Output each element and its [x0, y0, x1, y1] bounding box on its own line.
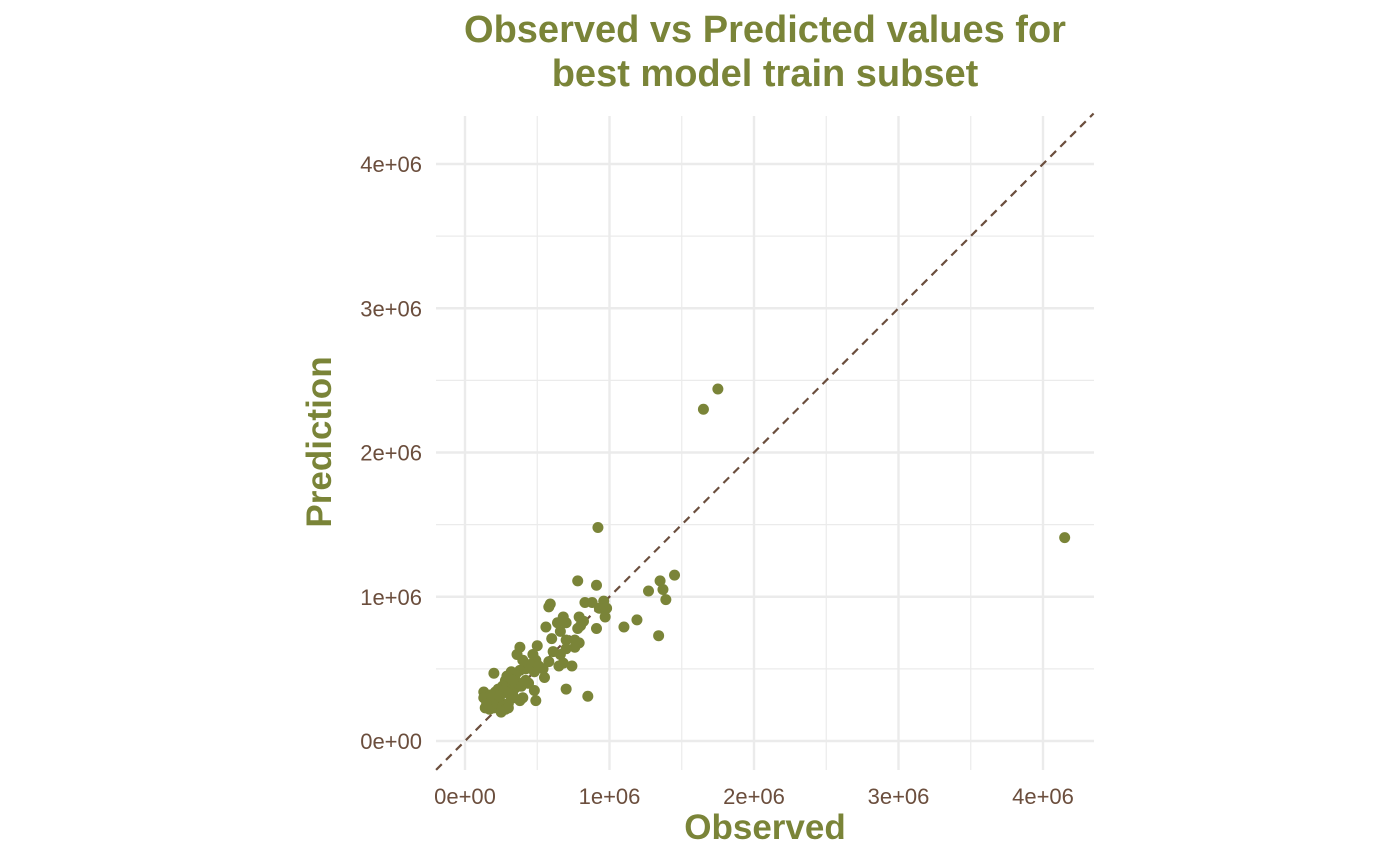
data-point	[488, 667, 500, 679]
data-point	[653, 630, 665, 642]
data-point	[551, 617, 563, 629]
data-point	[1059, 532, 1071, 544]
data-point	[530, 695, 542, 707]
data-point	[712, 383, 724, 395]
data-point	[560, 683, 572, 695]
x-axis-label: Observed	[684, 808, 846, 847]
data-point	[579, 597, 591, 609]
data-point	[531, 640, 543, 652]
data-point	[494, 690, 506, 702]
data-point	[543, 601, 555, 613]
data-point	[643, 585, 655, 597]
data-point	[533, 660, 545, 672]
x-tick-label: 0e+00	[434, 784, 496, 809]
data-point	[547, 646, 559, 658]
y-axis-label: Prediction	[300, 356, 339, 528]
data-point	[697, 403, 709, 415]
data-point	[566, 660, 578, 672]
chart-title-line-2: best model train subset	[551, 53, 979, 95]
data-point	[669, 569, 681, 581]
data-point	[495, 706, 507, 718]
x-tick-label: 3e+06	[868, 784, 930, 809]
data-point	[590, 579, 602, 591]
data-point	[554, 625, 566, 637]
data-point	[517, 654, 529, 666]
data-point	[527, 648, 539, 660]
data-point	[540, 621, 552, 633]
y-tick-label: 0e+00	[360, 729, 422, 754]
data-point	[546, 633, 558, 645]
data-point	[657, 584, 669, 596]
data-point	[528, 685, 540, 697]
data-point	[582, 690, 594, 702]
x-tick-label: 2e+06	[723, 784, 785, 809]
y-tick-label: 3e+06	[360, 296, 422, 321]
data-point	[572, 575, 584, 587]
chart-title-line-1: Observed vs Predicted values for	[464, 9, 1066, 51]
data-point	[485, 689, 497, 701]
x-tick-label: 1e+06	[579, 784, 641, 809]
data-point	[560, 634, 572, 646]
data-point	[618, 621, 630, 633]
data-point	[592, 522, 604, 534]
data-point	[557, 657, 569, 669]
data-point	[538, 672, 550, 684]
x-tick-label: 4e+06	[1012, 784, 1074, 809]
chart-title: Observed vs Predicted values for best mo…	[0, 8, 1400, 96]
data-point	[660, 594, 672, 606]
data-point	[569, 641, 581, 653]
y-tick-label: 1e+06	[360, 585, 422, 610]
data-point	[654, 575, 666, 587]
y-tick-label: 2e+06	[360, 441, 422, 466]
y-tick-label: 4e+06	[360, 152, 422, 177]
data-point	[590, 622, 602, 634]
data-point	[631, 614, 643, 626]
data-point	[572, 622, 584, 634]
data-point	[507, 674, 519, 686]
data-point	[599, 611, 611, 623]
